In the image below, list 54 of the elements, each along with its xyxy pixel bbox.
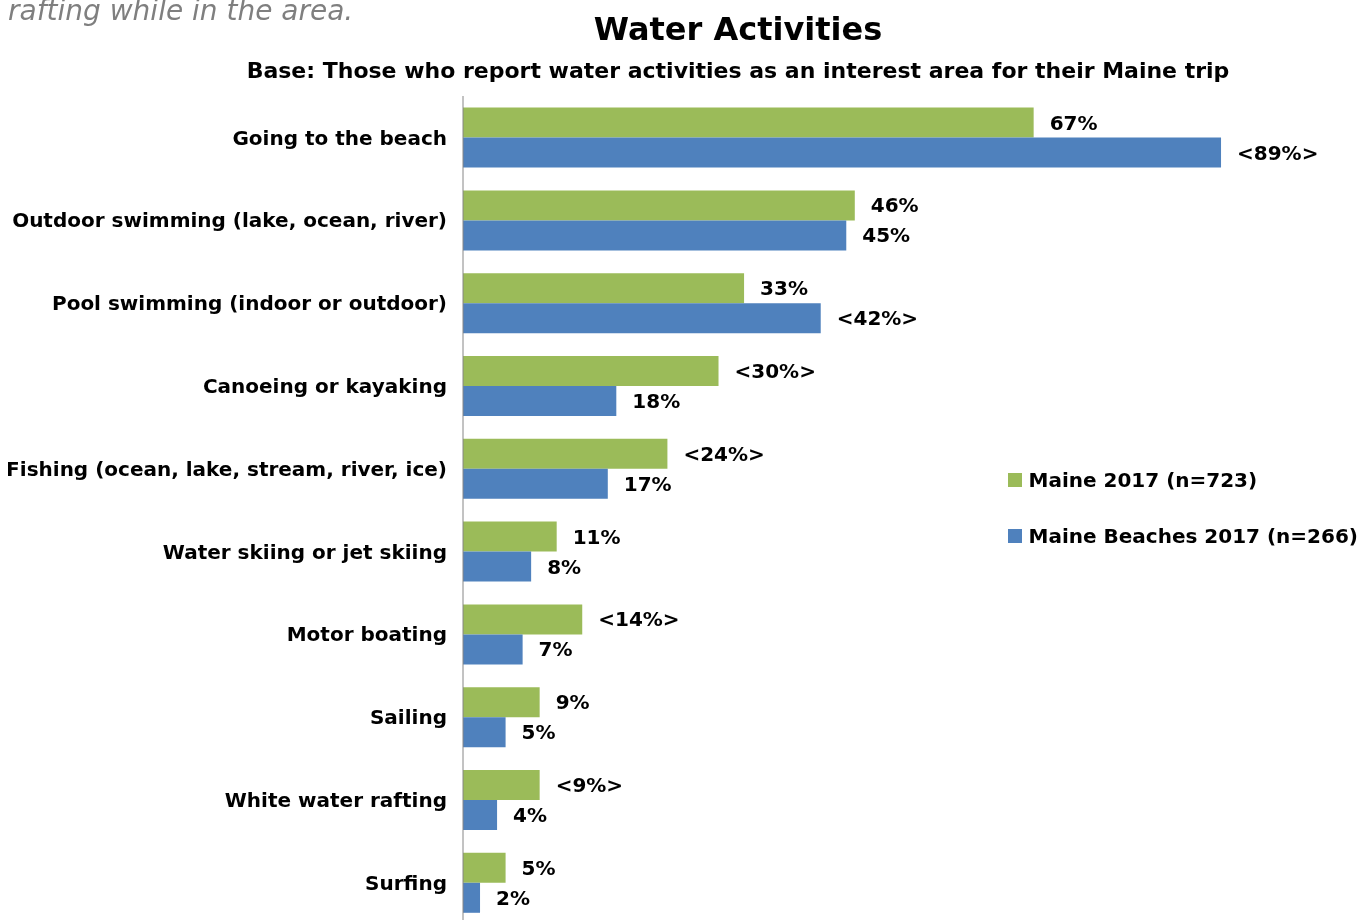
data-label: 4% (513, 802, 548, 827)
bar (463, 303, 821, 334)
data-label: 5% (521, 720, 556, 745)
data-label: 2% (496, 885, 530, 910)
data-label: 9% (555, 690, 590, 715)
data-label: <89%> (1237, 140, 1319, 165)
data-label: 18% (632, 388, 681, 413)
bar (463, 882, 481, 913)
bar (463, 468, 608, 499)
bar (463, 852, 506, 883)
y-tick-label: Pool swimming (indoor or outdoor) (51, 291, 447, 316)
y-tick-label: Water skiing or jet skiing (162, 539, 447, 564)
bar (463, 190, 855, 221)
chart-title: Water Activities (593, 10, 883, 48)
y-tick-label: Motor boating (286, 622, 447, 647)
bar (463, 137, 1222, 168)
data-label: 17% (623, 471, 672, 496)
bar (463, 604, 583, 635)
y-tick-label: Outdoor swimming (lake, ocean, river) (12, 208, 447, 233)
data-label: 46% (870, 193, 919, 218)
bar (463, 687, 540, 718)
bar (463, 273, 745, 304)
data-label: 11% (572, 524, 621, 549)
data-label: 67% (1049, 110, 1098, 135)
y-tick-label: Sailing (369, 705, 447, 730)
y-tick-label: Canoeing or kayaking (202, 373, 447, 398)
data-label: 8% (547, 554, 582, 579)
data-label: <42%> (836, 306, 919, 331)
bar (463, 717, 506, 748)
data-label: <24%> (683, 441, 765, 466)
legend-label: Maine Beaches 2017 (n=266) (1028, 524, 1358, 548)
bar (463, 799, 498, 830)
y-tick-label: Surfing (365, 870, 447, 895)
bar (463, 521, 557, 552)
data-label: 7% (538, 637, 573, 662)
data-label: <30%> (734, 358, 816, 383)
y-tick-label: White water rafting (224, 787, 447, 812)
y-tick-label: Going to the beach (232, 125, 447, 150)
chart-subtitle: Base: Those who report water activities as an interest area for their Maine trip (245, 58, 1231, 83)
bar (463, 220, 847, 251)
data-label: 45% (862, 223, 911, 248)
bar (463, 551, 532, 582)
data-label: 33% (760, 276, 808, 301)
bar (463, 634, 523, 665)
data-label: 5% (521, 855, 556, 880)
bar (463, 355, 719, 386)
bar (463, 438, 668, 469)
data-label: <14%> (598, 607, 680, 632)
data-label: <9%> (555, 772, 624, 797)
bar (463, 769, 540, 800)
legend-label: Maine 2017 (n=723) (1028, 468, 1258, 492)
y-tick-label: Fishing (ocean, lake, stream, river, ice) (6, 456, 447, 481)
bar (463, 107, 1034, 138)
bar (463, 385, 617, 416)
